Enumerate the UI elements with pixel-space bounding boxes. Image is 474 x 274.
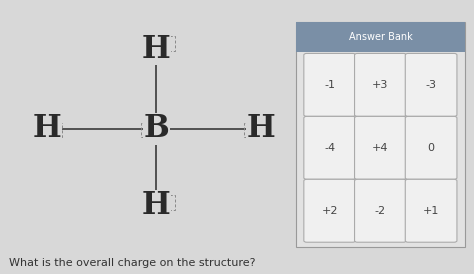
FancyBboxPatch shape [304, 116, 356, 179]
Text: Answer Bank: Answer Bank [348, 32, 412, 42]
FancyBboxPatch shape [355, 116, 406, 179]
Bar [37, 123, 62, 137]
Text: +3: +3 [372, 80, 389, 90]
Text: -4: -4 [324, 143, 335, 153]
Text: -2: -2 [375, 206, 386, 216]
Text: H: H [142, 190, 171, 221]
Text: +4: +4 [372, 143, 389, 153]
FancyBboxPatch shape [405, 116, 457, 179]
Bar [149, 36, 175, 51]
FancyBboxPatch shape [304, 53, 356, 116]
Text: B: B [144, 113, 169, 144]
FancyBboxPatch shape [405, 53, 457, 116]
Text: +2: +2 [321, 206, 338, 216]
FancyBboxPatch shape [355, 53, 406, 116]
FancyBboxPatch shape [355, 179, 406, 242]
Bar [244, 123, 269, 137]
FancyBboxPatch shape [304, 179, 356, 242]
Text: 0: 0 [428, 143, 435, 153]
FancyBboxPatch shape [405, 179, 457, 242]
Text: H: H [33, 113, 62, 144]
Text: H: H [142, 34, 171, 65]
Bar [296, 22, 465, 247]
Bar [149, 195, 175, 210]
Text: +1: +1 [423, 206, 439, 216]
Bar [141, 123, 166, 137]
Bar [296, 22, 465, 52]
Text: -1: -1 [324, 80, 335, 90]
Text: H: H [246, 113, 275, 144]
Text: What is the overall charge on the structure?: What is the overall charge on the struct… [9, 258, 256, 268]
Text: -3: -3 [426, 80, 437, 90]
